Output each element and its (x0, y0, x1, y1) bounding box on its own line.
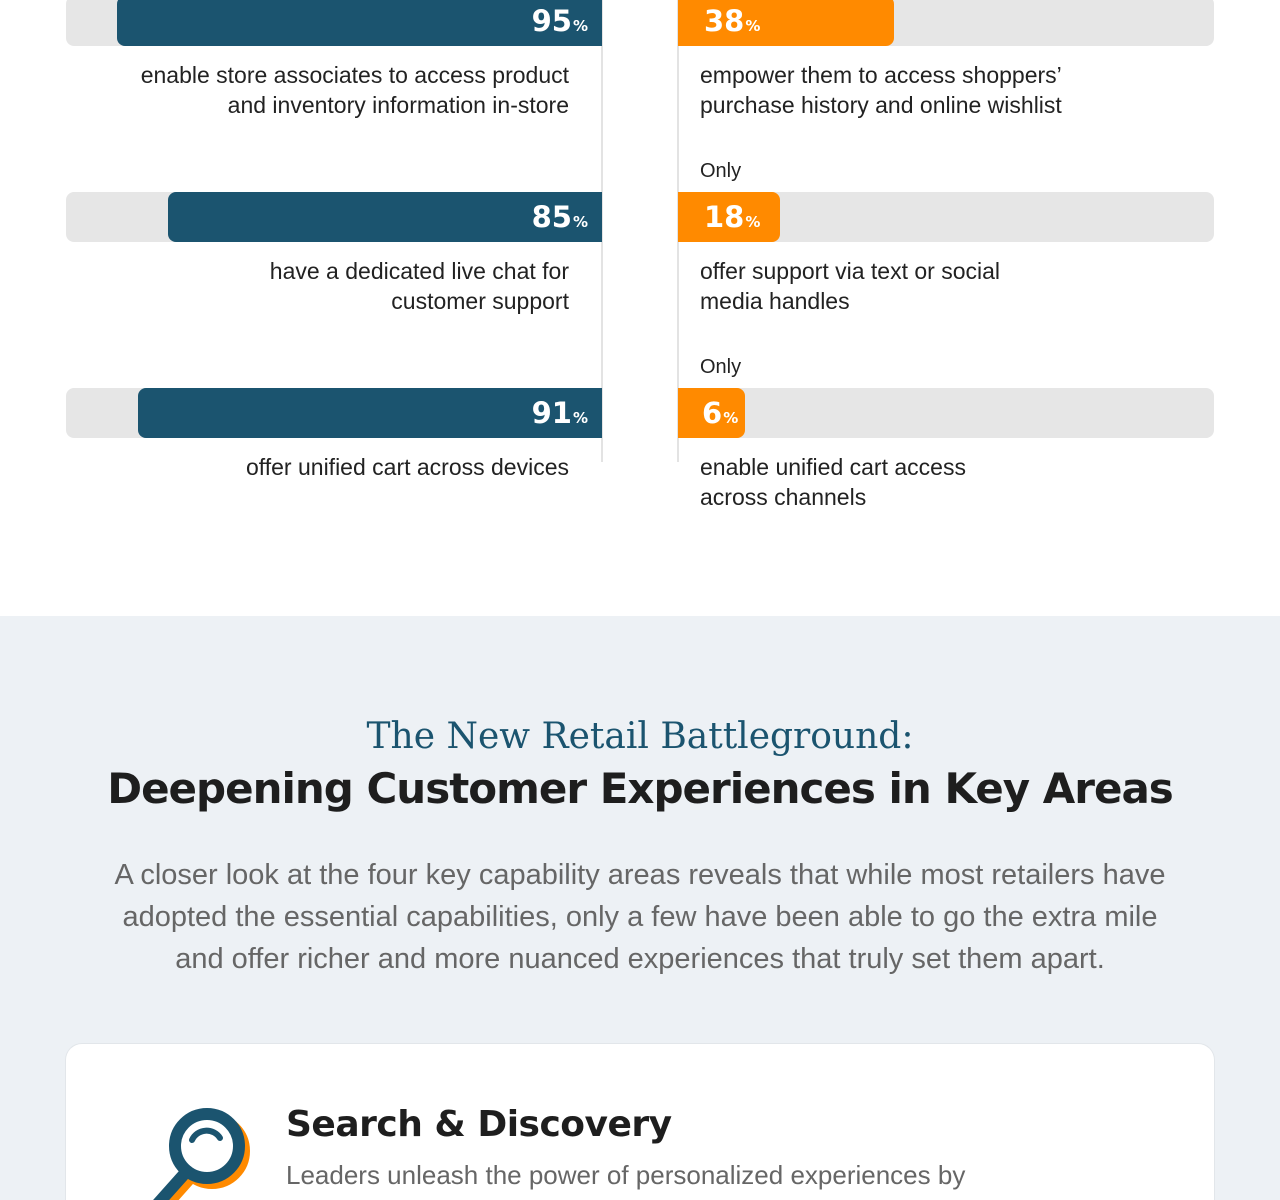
label-line: have a dedicated live chat for (269, 258, 569, 284)
label-line: purchase history and online wishlist (700, 92, 1062, 118)
label-line: offer support via text or social (700, 258, 1000, 284)
right-bar-prefix: Only (700, 160, 742, 182)
capability-card-search-discovery: Search & Discovery Leaders unleash the p… (66, 1044, 1214, 1200)
right-bar-value: 38% (704, 4, 761, 38)
left-bar-value: 95% (531, 4, 588, 38)
label-line: empower them to access shoppers’ (700, 62, 1062, 88)
label-line: and inventory information in-store (227, 92, 569, 118)
label-line: enable store associates to access produc… (140, 62, 569, 88)
comparison-chart: 95% enable store associates to access pro… (66, 0, 1214, 512)
section-headline: Deepening Customer Experiences in Key Ar… (107, 764, 1174, 813)
right-bar-value: 6% (702, 396, 739, 430)
label-line: media handles (700, 288, 850, 314)
left-bar: 91% (138, 388, 602, 438)
right-bar: 18% (678, 192, 780, 242)
section-intro: A closer look at the four key capability… (80, 854, 1200, 980)
right-bar-label: offer support via text or social media ha… (700, 256, 1140, 316)
left-bar-value: 91% (531, 396, 588, 430)
right-track: 38% (678, 0, 1214, 46)
intro-line: and offer richer and more nuanced experi… (175, 943, 1105, 975)
right-track: 18% (678, 192, 1214, 242)
right-bar: 38% (678, 0, 894, 46)
chart-divider-left (601, 0, 603, 462)
left-bar-label: enable store associates to access produc… (90, 60, 569, 120)
left-bar: 95% (117, 0, 602, 46)
card-body: Leaders unleash the power of personalize… (286, 1158, 1146, 1192)
left-track: 95% (66, 0, 602, 46)
left-bar: 85% (168, 192, 602, 242)
left-bar-label: offer unified cart across devices (90, 452, 569, 482)
magnifying-glass-icon (153, 1108, 250, 1200)
right-bar-label: enable unified cart access across channel… (700, 452, 1140, 512)
label-line: customer support (391, 288, 569, 314)
label-line: enable unified cart access (700, 454, 966, 480)
intro-line: A closer look at the four key capability… (114, 859, 1166, 891)
left-bar-label: have a dedicated live chat for customer s… (90, 256, 569, 316)
right-track: 6% (678, 388, 1214, 438)
left-track: 85% (66, 192, 602, 242)
card-body-line: Leaders unleash the power of personalize… (286, 1160, 966, 1190)
intro-line: adopted the essential capabilities, only… (122, 901, 1158, 933)
right-bar-label: empower them to access shoppers’ purchase… (700, 60, 1140, 120)
label-line: offer unified cart across devices (245, 454, 569, 480)
label-line: across channels (700, 484, 867, 510)
card-title: Search & Discovery (286, 1104, 672, 1145)
right-bar: 6% (678, 388, 745, 438)
left-bar-value: 85% (531, 200, 588, 234)
section-kicker: The New Retail Battleground: (366, 716, 914, 757)
right-bar-value: 18% (704, 200, 761, 234)
left-track: 91% (66, 388, 602, 438)
right-bar-prefix: Only (700, 356, 742, 378)
